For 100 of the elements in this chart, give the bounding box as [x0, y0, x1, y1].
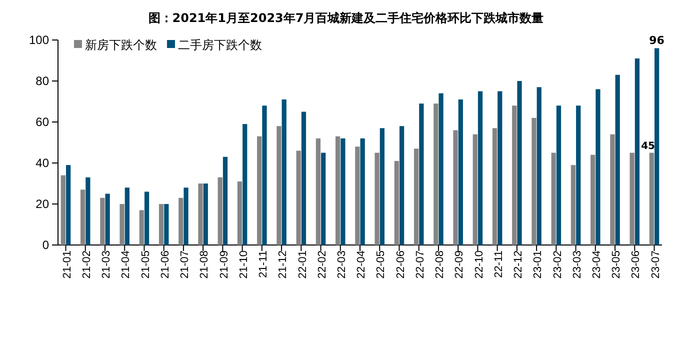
x-tick-label: 21-09 — [218, 250, 230, 279]
x-tick-label: 21-04 — [120, 250, 132, 279]
bar — [203, 184, 208, 245]
bar — [80, 190, 86, 245]
y-tick-label: 60 — [36, 114, 50, 129]
bar — [257, 136, 262, 245]
data-label: 96 — [649, 34, 665, 48]
bar — [360, 138, 365, 245]
x-tick-label: 21-10 — [238, 250, 250, 279]
bar — [105, 194, 110, 245]
x-tick-label: 22-06 — [394, 250, 407, 279]
bar — [66, 165, 71, 245]
bar — [282, 99, 286, 245]
x-tick-label: 21-02 — [80, 250, 93, 279]
bar — [596, 89, 600, 245]
bar — [86, 177, 90, 245]
x-tick-label: 22-08 — [434, 250, 446, 279]
x-tick-label: 22-07 — [414, 250, 426, 279]
bar — [453, 130, 458, 245]
bar — [438, 93, 444, 245]
bar — [536, 87, 542, 245]
bar — [237, 181, 242, 245]
bar — [321, 152, 326, 245]
x-tick-label: 23-03 — [571, 250, 584, 279]
bar — [380, 128, 384, 245]
bar — [222, 156, 228, 245]
legend-label: 新房下跌个数 — [85, 38, 157, 52]
bar — [178, 198, 184, 245]
bar — [576, 106, 581, 245]
bar — [120, 204, 124, 245]
bar — [242, 124, 248, 245]
bar — [649, 152, 654, 245]
x-tick-label: 21-01 — [61, 250, 74, 279]
data-label: 45 — [641, 140, 656, 152]
x-tick-label: 22-11 — [492, 250, 505, 278]
bar — [316, 138, 321, 245]
chart-title: 图：2021年1月至2023年7月百城新建及二手住宅价格环比下跌城市数量 — [148, 11, 544, 25]
bar — [610, 134, 615, 245]
x-tick-label: 22-12 — [512, 250, 525, 279]
bar — [517, 81, 522, 245]
bar — [60, 175, 66, 245]
x-tick-label: 23-06 — [630, 250, 642, 279]
bar — [399, 126, 404, 245]
x-tick-label: 21-03 — [100, 250, 113, 279]
bar — [615, 74, 620, 245]
x-tick-label: 21-12 — [277, 250, 290, 279]
x-tick-label: 21-08 — [198, 250, 211, 279]
x-tick-label: 22-04 — [356, 250, 368, 279]
x-tick-label: 23-02 — [552, 250, 564, 279]
bar — [301, 112, 306, 245]
x-tick-label: 22-05 — [375, 250, 388, 279]
x-tick-label: 21-05 — [140, 250, 152, 279]
y-tick-label: 20 — [36, 196, 50, 211]
bar — [374, 152, 380, 245]
bar — [654, 48, 660, 245]
bar — [296, 150, 301, 245]
bar — [414, 148, 419, 245]
bar — [590, 154, 596, 245]
bar — [434, 104, 438, 245]
bar — [458, 99, 463, 245]
bar — [336, 136, 340, 245]
bar — [570, 165, 576, 245]
bar — [124, 188, 130, 245]
bar — [100, 198, 105, 245]
bar — [276, 126, 282, 245]
y-tick-label: 100 — [28, 32, 50, 47]
x-tick-label: 23-07 — [650, 250, 662, 279]
bar — [139, 210, 144, 245]
x-tick-label: 22-01 — [296, 250, 309, 279]
x-tick-label: 21-07 — [179, 250, 192, 279]
bar — [394, 160, 399, 245]
bar — [551, 152, 556, 245]
y-tick-label: 0 — [42, 238, 50, 252]
y-tick-label: 80 — [36, 74, 50, 88]
x-tick-label: 21-11 — [258, 250, 270, 278]
x-tick-label: 22-02 — [316, 250, 328, 279]
bar — [630, 152, 634, 245]
x-tick-label: 23-04 — [591, 250, 603, 279]
bar — [556, 106, 562, 245]
bar — [340, 138, 346, 245]
bar — [498, 91, 502, 245]
bar — [262, 106, 267, 245]
bar — [158, 204, 164, 245]
x-tick-label: 21-06 — [159, 250, 172, 279]
bar — [634, 58, 640, 245]
x-tick-label: 22-09 — [454, 250, 466, 279]
bar — [355, 146, 360, 245]
bar — [144, 192, 150, 245]
bar — [532, 118, 536, 245]
x-tick-label: 23-05 — [610, 250, 623, 279]
bar — [419, 104, 424, 245]
legend-label: 二手房下跌个数 — [178, 38, 262, 52]
bar — [164, 204, 169, 245]
bar — [478, 91, 483, 245]
x-tick-label: 22-03 — [336, 250, 348, 279]
bar — [512, 106, 517, 245]
x-tick-label: 23-01 — [532, 250, 544, 279]
bar — [184, 188, 188, 245]
x-tick-label: 22-10 — [473, 250, 486, 279]
bar — [198, 184, 203, 245]
